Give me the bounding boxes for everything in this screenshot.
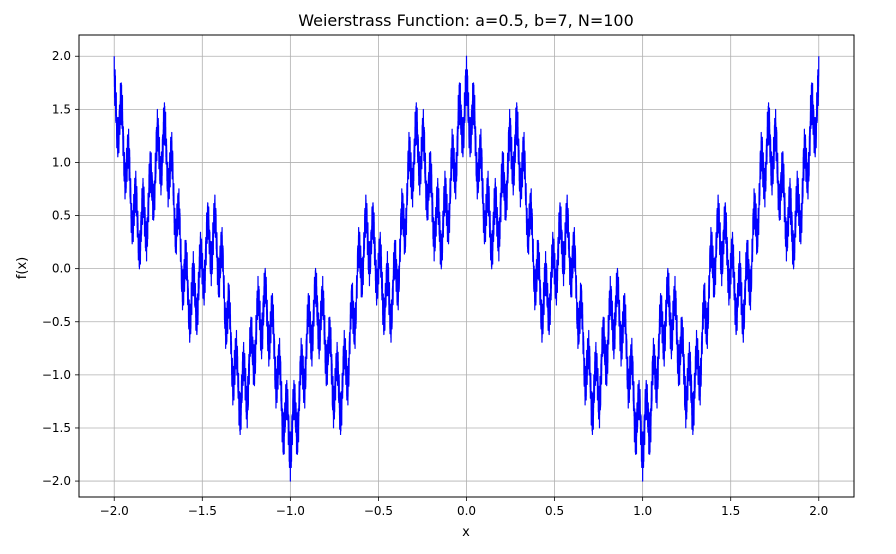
series-line [113, 55, 820, 482]
y-tick-label: 0.0 [52, 262, 71, 276]
x-tick-label: −2.0 [100, 504, 129, 518]
y-tick-label: 1.0 [52, 155, 71, 169]
x-tick-label: 1.5 [721, 504, 740, 518]
y-tick-label: −2.0 [42, 474, 71, 488]
y-tick-label: 1.5 [52, 102, 71, 116]
x-tick-label: −1.5 [188, 504, 217, 518]
y-axis-label: f(x) [15, 257, 30, 279]
x-axis-label: x [462, 525, 470, 540]
chart-title: Weierstrass Function: a=0.5, b=7, N=100 [298, 11, 634, 30]
x-tick-label: 0.5 [545, 504, 564, 518]
x-tick-label: 2.0 [809, 504, 828, 518]
y-tick-label: 2.0 [52, 49, 71, 63]
ticks: −2.0 −1.5 −1.0 −0.5 0.0 0.5 1.0 1.5 2.0 −2.0 −1.5 −… [42, 49, 828, 518]
x-tick-label: −1.0 [276, 504, 305, 518]
x-tick-label: 1.0 [633, 504, 652, 518]
y-tick-label: 0.5 [52, 209, 71, 223]
x-tick-label: 0.0 [457, 504, 476, 518]
y-tick-label: −1.0 [42, 368, 71, 382]
x-tick-label: −0.5 [364, 504, 393, 518]
y-tick-label: −0.5 [42, 315, 71, 329]
plot-lines [113, 55, 820, 482]
y-tick-label: −1.5 [42, 421, 71, 435]
